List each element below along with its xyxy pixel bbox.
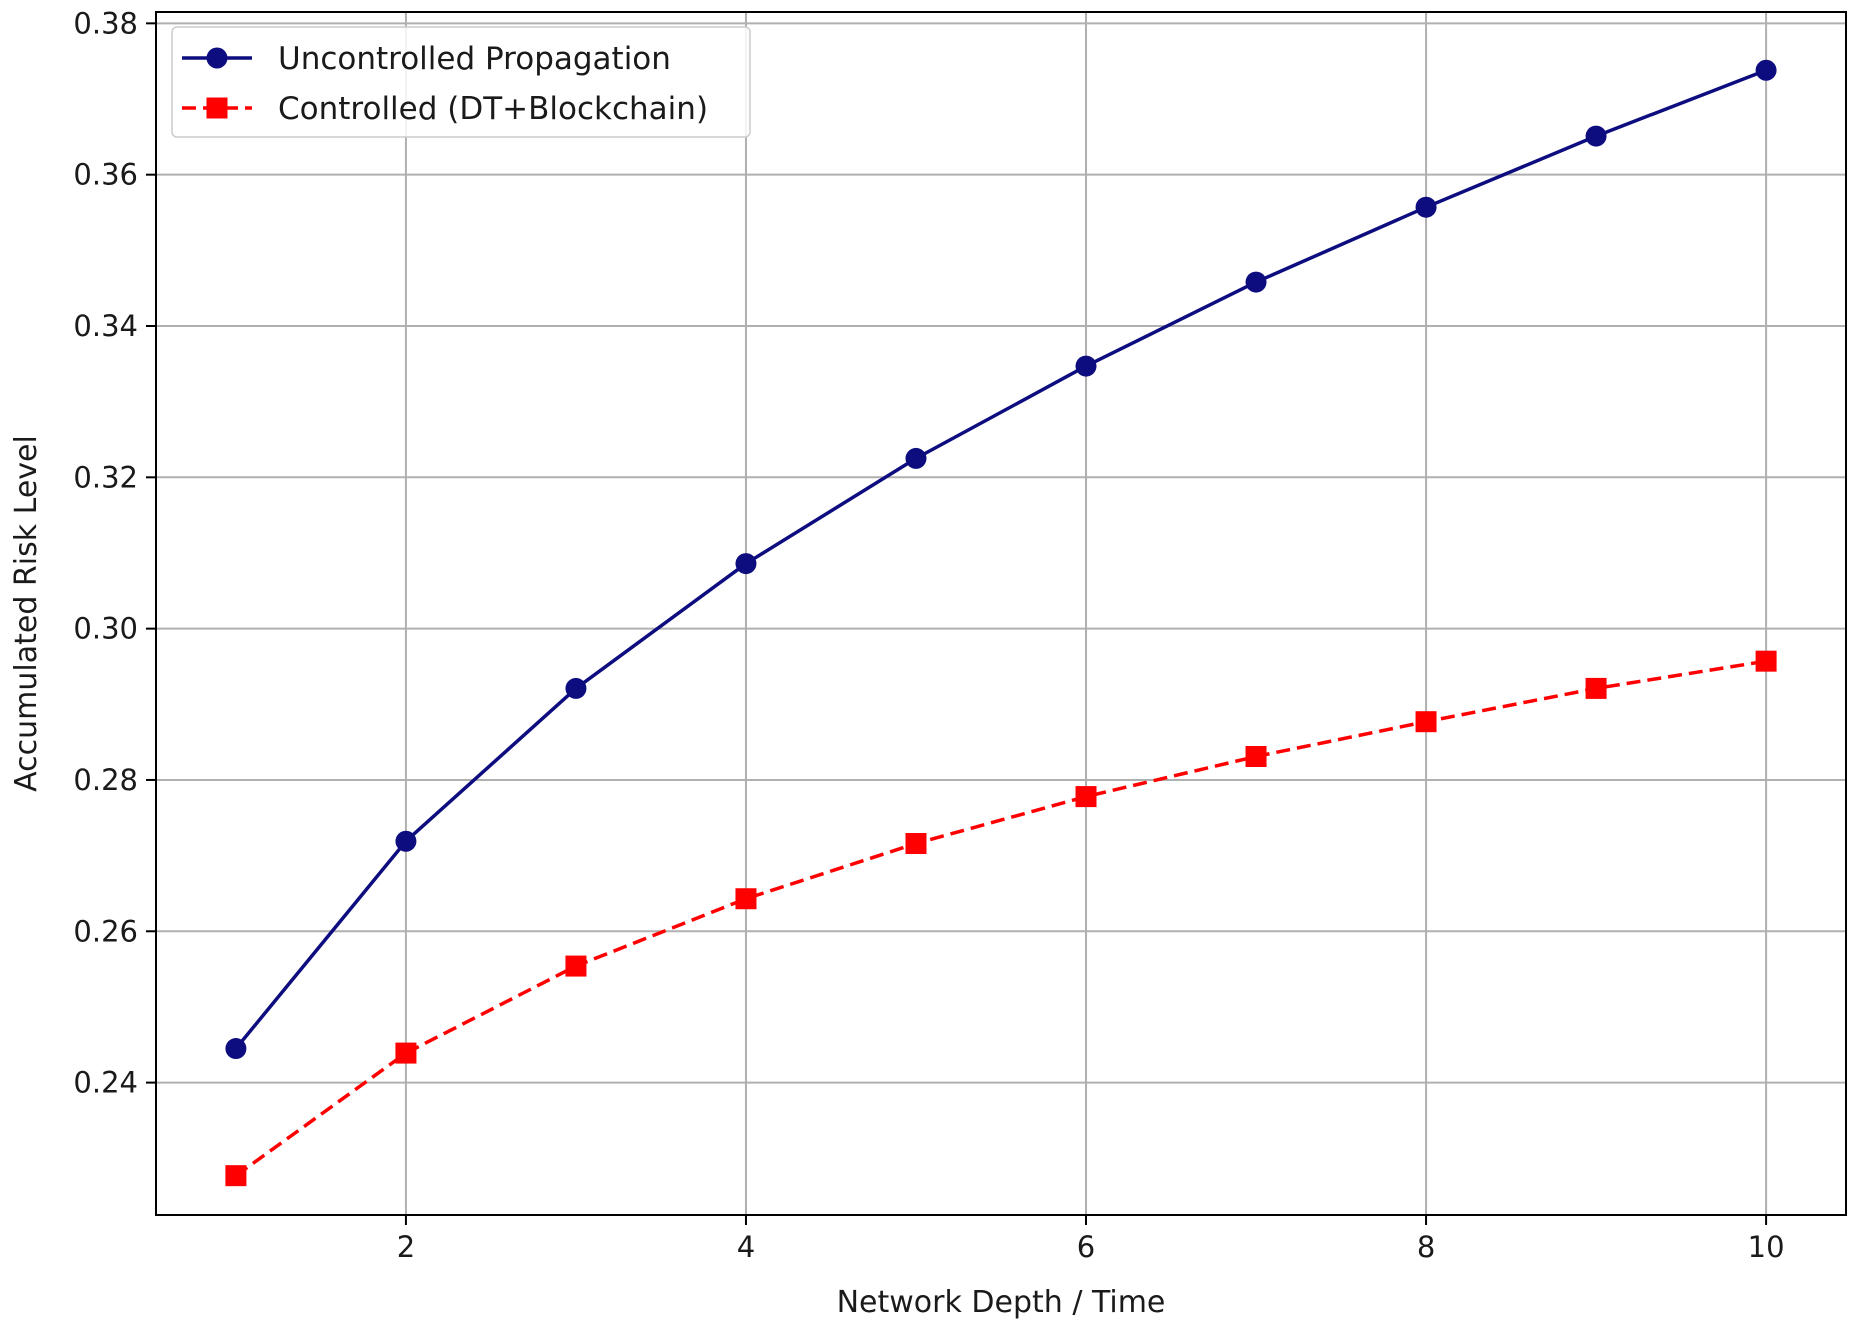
grid-lines	[156, 12, 1846, 1215]
y-axis-ticks: 0.24 0.26 0.28 0.30 0.32 0.34 0.36 0.38	[73, 6, 156, 1100]
x-tick-label: 8	[1417, 1230, 1435, 1264]
data-point	[1585, 677, 1607, 699]
y-tick-label: 0.36	[73, 158, 138, 192]
y-tick-label: 0.32	[73, 460, 138, 494]
data-point	[735, 553, 757, 575]
y-tick-label: 0.38	[73, 6, 138, 40]
data-point	[1075, 355, 1097, 377]
legend-entry: Controlled (DT+Blockchain)	[182, 91, 708, 127]
data-point	[905, 833, 927, 855]
x-tick-label: 6	[1077, 1230, 1095, 1264]
data-point	[225, 1165, 247, 1187]
data-point	[395, 830, 417, 852]
y-tick-label: 0.30	[73, 612, 138, 646]
plot-area-frame	[155, 11, 1847, 1216]
x-tick-label: 2	[397, 1230, 415, 1264]
data-point	[735, 888, 757, 910]
data-point	[905, 447, 927, 469]
data-point	[1585, 125, 1607, 147]
legend-label: Uncontrolled Propagation	[278, 41, 671, 77]
legend-marker	[206, 97, 228, 119]
data-point	[1245, 745, 1267, 767]
legend-items: Uncontrolled Propagation Controlled (DT+B…	[182, 41, 708, 127]
data-point	[565, 677, 587, 699]
x-axis-ticks: 2 4 6 8 10	[397, 1215, 1785, 1264]
legend-box	[171, 26, 751, 138]
series-layer	[225, 59, 1777, 1187]
legend-marker	[206, 47, 228, 69]
x-tick-label: 10	[1748, 1230, 1785, 1264]
y-tick-label: 0.26	[73, 914, 138, 948]
data-point	[1075, 786, 1097, 808]
data-point	[1415, 711, 1437, 733]
legend-entry: Uncontrolled Propagation	[182, 41, 671, 77]
y-axis-label: Accumulated Risk Level	[9, 435, 44, 792]
legend: Uncontrolled Propagation Controlled (DT+B…	[171, 26, 751, 138]
series-controlled	[225, 650, 1777, 1187]
series-line	[234, 659, 1767, 1178]
x-tick-label: 4	[737, 1230, 755, 1264]
series-line	[234, 68, 1767, 1050]
data-point	[1415, 196, 1437, 218]
data-point	[1755, 59, 1777, 81]
data-point	[225, 1038, 247, 1060]
data-point	[1245, 271, 1267, 293]
data-point	[565, 955, 587, 977]
y-tick-label: 0.24	[73, 1066, 138, 1100]
series-uncontrolled	[225, 59, 1777, 1060]
data-point	[395, 1042, 417, 1064]
x-axis-label: Network Depth / Time	[837, 1285, 1166, 1320]
legend-label: Controlled (DT+Blockchain)	[278, 91, 708, 127]
y-tick-label: 0.34	[73, 309, 138, 343]
data-point	[1755, 650, 1777, 672]
y-tick-label: 0.28	[73, 763, 138, 797]
